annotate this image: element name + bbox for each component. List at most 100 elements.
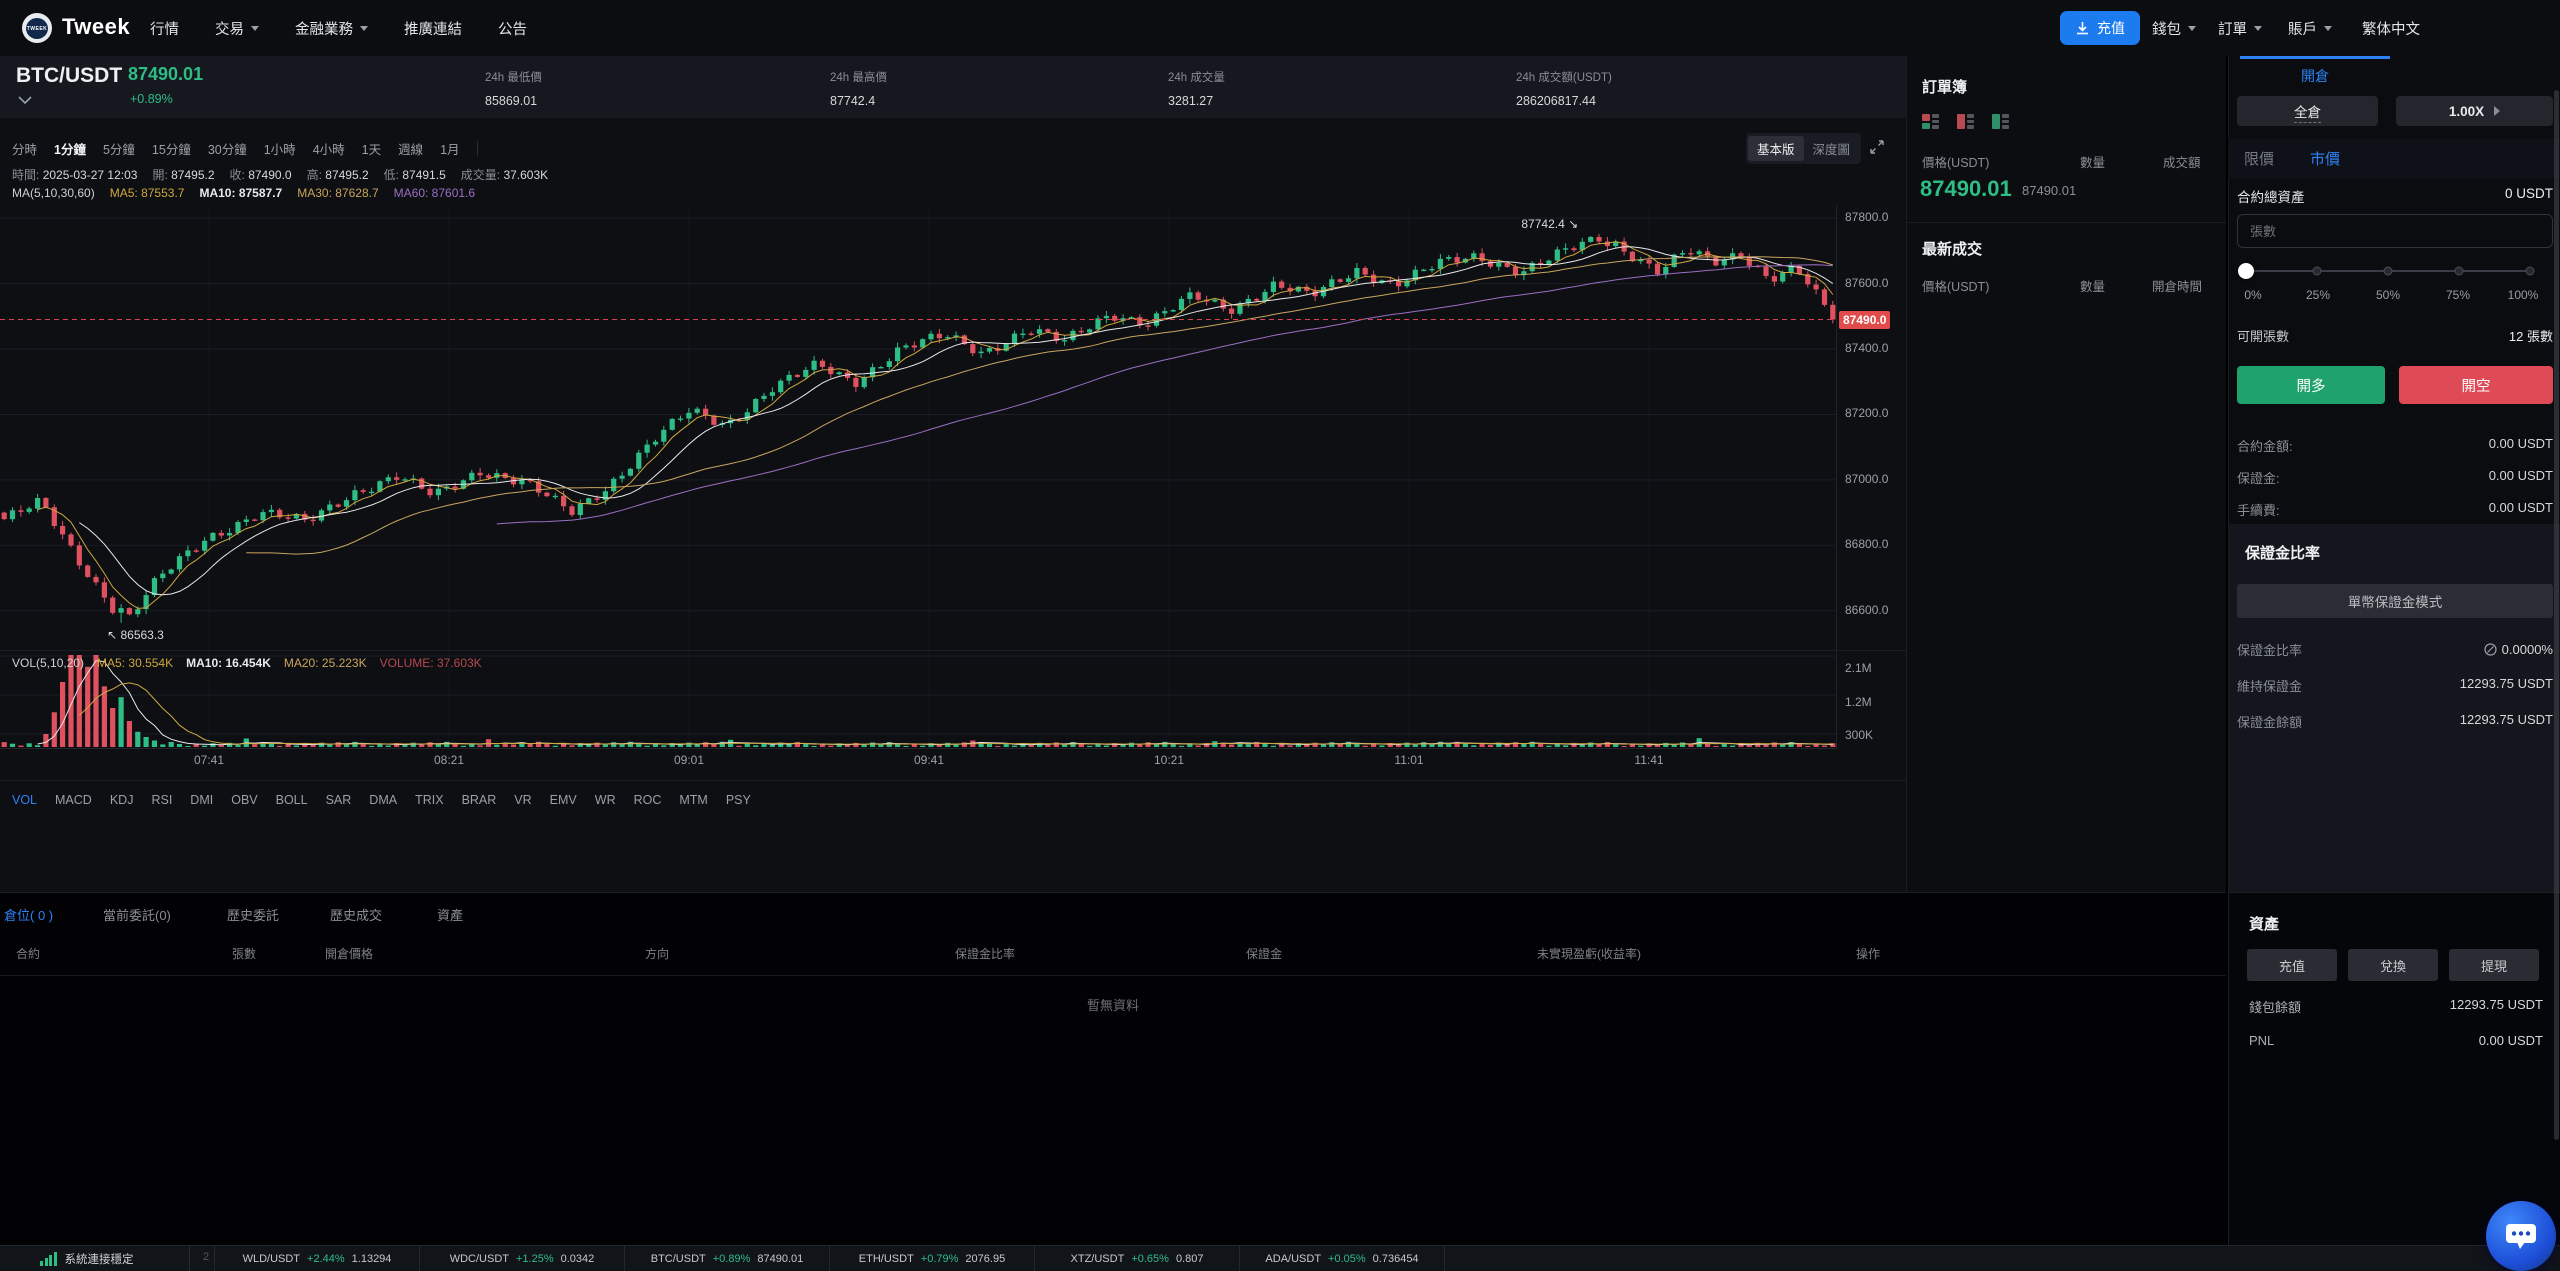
orderbook-layout-bids-icon[interactable] bbox=[1992, 114, 2009, 130]
nav-item-trade[interactable]: 交易 bbox=[215, 18, 259, 39]
quantity-input[interactable] bbox=[2237, 214, 2553, 248]
tab-open-position[interactable]: 開倉 bbox=[2301, 68, 2329, 84]
ticker-item[interactable]: ADA/USDT +0.05% 0.736454 bbox=[1239, 1246, 1444, 1271]
status-marker: 2 bbox=[203, 1251, 210, 1263]
indicator-tab[interactable]: DMA bbox=[369, 793, 398, 807]
orderbook-layout-asks-icon[interactable] bbox=[1957, 114, 1974, 130]
indicator-tab[interactable]: EMV bbox=[549, 793, 577, 807]
open-short-button[interactable]: 開空 bbox=[2399, 366, 2553, 404]
assets-convert-button[interactable]: 兌換 bbox=[2348, 949, 2438, 981]
contract-amount-row: 合約金額: 0.00 USDT bbox=[2237, 436, 2553, 454]
pane-divider bbox=[0, 650, 1906, 651]
stat-24h-low: 24h 最低價 85869.01 bbox=[485, 72, 542, 108]
orderbook-layout-both-icon[interactable] bbox=[1922, 114, 1939, 130]
indicator-tab[interactable]: DMI bbox=[190, 793, 214, 807]
ticker-item[interactable]: WLD/USDT +2.44% 1.13294 bbox=[214, 1246, 419, 1271]
nav-item-finance[interactable]: 金融業務 bbox=[295, 18, 368, 39]
tab-limit-order[interactable]: 限價 bbox=[2244, 151, 2275, 168]
assets-deposit-button[interactable]: 充值 bbox=[2247, 949, 2337, 981]
ticker-item[interactable]: WDC/USDT +1.25% 0.0342 bbox=[419, 1246, 624, 1271]
indicator-tab-vol[interactable]: VOL bbox=[12, 793, 38, 807]
single-coin-margin-mode-button[interactable]: 單幣保證金模式 bbox=[2237, 584, 2553, 618]
nav-item-account[interactable]: 賬戶 bbox=[2288, 18, 2332, 39]
orderbook-mid-price[interactable]: 87490.01 bbox=[1920, 176, 2012, 201]
interval-tab[interactable]: 1月 bbox=[440, 143, 460, 157]
indicator-tab[interactable]: SAR bbox=[325, 793, 352, 807]
tab-market-order[interactable]: 市價 bbox=[2310, 151, 2341, 168]
chevron-down-icon[interactable] bbox=[18, 96, 32, 104]
slider-thumb[interactable] bbox=[2238, 263, 2254, 279]
y-axis-tick: 87600.0 bbox=[1845, 276, 1889, 290]
caret-down-icon bbox=[2188, 26, 2196, 31]
slider-label: 75% bbox=[2445, 288, 2471, 302]
interval-tab-active[interactable]: 1分鐘 bbox=[54, 143, 86, 157]
interval-tab[interactable]: 週線 bbox=[398, 143, 424, 157]
interval-toolbar: 分時 1分鐘 5分鐘 15分鐘 30分鐘 1小時 4小時 1天 週線 1月 bbox=[12, 139, 478, 158]
candlestick-chart[interactable] bbox=[0, 205, 1837, 655]
slider-label: 25% bbox=[2305, 288, 2331, 302]
ohlc-info: 時間: 2025-03-27 12:03 開: 87495.2 收: 87490… bbox=[12, 168, 549, 182]
view-tab-depth[interactable]: 深度圖 bbox=[1812, 143, 1851, 157]
indicator-tab[interactable]: PSY bbox=[725, 793, 751, 807]
margin-balance-row: 保證金餘額 12293.75 USDT bbox=[2237, 712, 2553, 730]
indicator-tab[interactable]: MACD bbox=[55, 793, 92, 807]
ticker-item[interactable]: ETH/USDT +0.79% 2076.95 bbox=[829, 1246, 1034, 1271]
col-entry-price: 開倉價格 bbox=[325, 947, 374, 961]
slider-dot-50[interactable] bbox=[2383, 266, 2393, 276]
tab-assets[interactable]: 資產 bbox=[437, 908, 464, 923]
indicator-tab[interactable]: BOLL bbox=[275, 793, 308, 807]
ticker-item[interactable]: XTZ/USDT +0.65% 0.807 bbox=[1034, 1246, 1239, 1271]
slider-dot-25[interactable] bbox=[2312, 266, 2322, 276]
interval-tab[interactable]: 1小時 bbox=[263, 143, 296, 157]
indicator-tab[interactable]: ROC bbox=[633, 793, 662, 807]
margin-mode-button[interactable]: 全倉 bbox=[2237, 96, 2378, 126]
view-tab-basic[interactable]: 基本版 bbox=[1748, 136, 1804, 161]
scrollbar-thumb[interactable] bbox=[2554, 90, 2559, 1140]
interval-tab[interactable]: 30分鐘 bbox=[207, 143, 247, 157]
nav-item-wallet[interactable]: 錢包 bbox=[2152, 18, 2196, 39]
col-direction: 方向 bbox=[645, 947, 670, 961]
interval-tab[interactable]: 4小時 bbox=[312, 143, 345, 157]
interval-tab[interactable]: 分時 bbox=[12, 143, 38, 157]
ticker-item[interactable]: BTC/USDT +0.89% 87490.01 bbox=[624, 1246, 829, 1271]
deposit-button[interactable]: 充值 bbox=[2060, 11, 2140, 45]
indicator-tab[interactable]: WR bbox=[594, 793, 616, 807]
connection-status: 系統連接穩定 bbox=[0, 1246, 190, 1271]
slider-dot-100[interactable] bbox=[2525, 266, 2535, 276]
interval-tab[interactable]: 5分鐘 bbox=[102, 143, 135, 157]
chat-widget-button[interactable] bbox=[2486, 1201, 2556, 1271]
open-long-button[interactable]: 開多 bbox=[2237, 366, 2385, 404]
assets-withdraw-button[interactable]: 提現 bbox=[2449, 949, 2539, 981]
indicator-tab[interactable]: BRAR bbox=[461, 793, 497, 807]
pair-name[interactable]: BTC/USDT bbox=[16, 64, 123, 87]
interval-tab[interactable]: 1天 bbox=[361, 143, 382, 157]
language-selector[interactable]: 繁体中文 bbox=[2362, 22, 2420, 38]
interval-tab[interactable]: 15分鐘 bbox=[151, 143, 191, 157]
brand-name[interactable]: Tweek bbox=[62, 14, 131, 39]
tab-open-orders[interactable]: 當前委託(0) bbox=[103, 908, 171, 923]
x-axis-tick: 07:41 bbox=[193, 753, 225, 767]
indicator-tab[interactable]: MTM bbox=[679, 793, 708, 807]
tab-order-history[interactable]: 歷史委託 bbox=[227, 908, 280, 923]
tab-trade-history[interactable]: 歷史成交 bbox=[330, 908, 383, 923]
indicator-tab[interactable]: RSI bbox=[151, 793, 173, 807]
leverage-button[interactable]: 1.00X bbox=[2396, 96, 2553, 126]
tab-positions[interactable]: 倉位( 0 ) bbox=[4, 908, 54, 923]
nav-item-referral[interactable]: 推廣連結 bbox=[404, 21, 462, 38]
volume-info: VOL(5,10,20) MA5: 30.554K MA10: 16.454K … bbox=[12, 656, 482, 670]
indicator-tab[interactable]: VR bbox=[514, 793, 532, 807]
col-actions: 操作 bbox=[1856, 947, 1881, 961]
slider-dot-75[interactable] bbox=[2454, 266, 2464, 276]
nav-item-announcement[interactable]: 公告 bbox=[498, 21, 527, 38]
volume-chart[interactable] bbox=[0, 654, 1837, 748]
indicator-tab[interactable]: TRIX bbox=[415, 793, 444, 807]
caret-down-icon bbox=[2254, 26, 2262, 31]
nav-item-markets[interactable]: 行情 bbox=[150, 21, 179, 38]
indicator-tab[interactable]: KDJ bbox=[109, 793, 134, 807]
indicator-tab[interactable]: OBV bbox=[231, 793, 258, 807]
nav-item-orders[interactable]: 訂單 bbox=[2218, 18, 2262, 39]
expand-icon[interactable] bbox=[1869, 139, 1885, 155]
brand-logo[interactable]: TWEEK bbox=[22, 13, 52, 43]
status-bar: 系統連接穩定 2 WLD/USDT +2.44% 1.13294 WDC/USDT +… bbox=[0, 1245, 2560, 1271]
vol-axis-tick: 300K bbox=[1845, 728, 1874, 742]
